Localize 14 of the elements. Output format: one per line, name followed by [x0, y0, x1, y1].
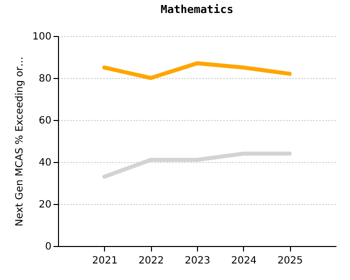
y-tick-label: 80 [38, 74, 52, 84]
y-tick-label: 40 [38, 158, 52, 168]
y-tick-label: 60 [38, 116, 52, 126]
y-tick-label: 100 [32, 32, 52, 42]
x-tick-label: 2025 [277, 256, 303, 266]
line-series [102, 61, 292, 80]
chart-title: Mathematics [160, 3, 234, 16]
y-tick-label: 0 [45, 242, 52, 252]
y-tick-label: 20 [38, 200, 52, 210]
x-tick-label: 2023 [184, 256, 210, 266]
x-tick-label: 2022 [138, 256, 164, 266]
y-axis-title: Next Gen MCAS % Exceeding or… [14, 56, 26, 226]
x-tick-label: 2024 [231, 256, 257, 266]
x-tick-label: 2021 [92, 256, 118, 266]
